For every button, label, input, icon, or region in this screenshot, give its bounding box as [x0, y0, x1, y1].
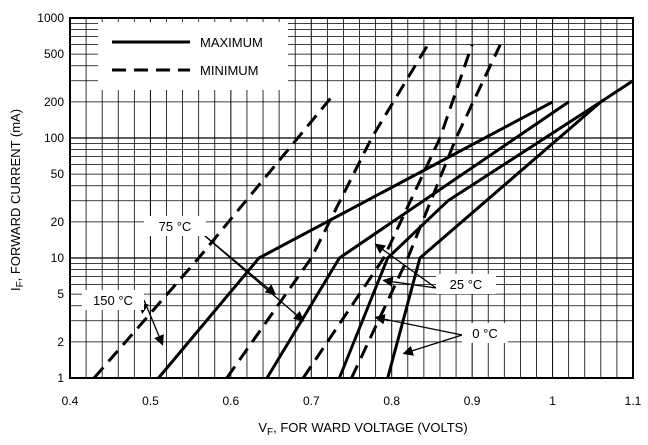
annotation-label: 0 °C: [472, 326, 497, 341]
annotation-label-bg: [144, 216, 206, 236]
series-line-maximum: [265, 100, 570, 379]
y-tick-label: 1000: [37, 11, 64, 25]
x-axis-title-main: V: [258, 420, 267, 435]
series-line-maximum: [157, 100, 554, 379]
annotation-arrow: [204, 235, 305, 322]
annotation-label-bg: [436, 274, 496, 294]
annotation-arrow: [382, 276, 437, 289]
y-tick-label: 100: [44, 131, 64, 145]
x-tick-label: 0.5: [142, 394, 159, 408]
y-tick-label: 500: [44, 47, 64, 61]
y-tick-label: 2: [57, 335, 64, 349]
legend-label-minimum: MINIMUM: [200, 63, 259, 78]
x-tick-label: 1: [549, 394, 556, 408]
annotation-label: 75 °C: [159, 219, 192, 234]
x-tick-label: 1.1: [625, 394, 642, 408]
y-tick-label: 10: [51, 251, 65, 265]
plot-frame: [69, 17, 634, 379]
annotation-arrow: [374, 243, 437, 289]
annotation-label: 25 °C: [450, 277, 483, 292]
legend-box: [98, 22, 288, 90]
annotation-arrow: [374, 314, 463, 336]
y-tick-label: 5: [57, 287, 64, 301]
y-tick-label: 200: [44, 95, 64, 109]
temperature-annotations: 75 °C 150 °C 25 °C 0 °C: [82, 216, 508, 356]
y-tick-label: 50: [51, 167, 65, 181]
x-tick-label: 0.7: [303, 394, 320, 408]
series-line-maximum: [338, 79, 634, 379]
y-axis-title-rest: , FORWARD CURRENT (mA): [8, 109, 23, 281]
y-axis-title-sub: F: [15, 281, 26, 287]
annotation-arrow: [402, 334, 463, 356]
chart-frame: [69, 17, 634, 379]
annotation-label-bg: [462, 323, 508, 343]
y-tick-label: 20: [51, 215, 65, 229]
series-line-maximum: [386, 100, 602, 379]
x-tick-label: 0.6: [223, 394, 240, 408]
legend-label-maximum: MAXIMUM: [200, 35, 263, 50]
x-tick-label: 0.8: [383, 394, 400, 408]
y-tick-label: 1: [57, 371, 64, 385]
x-tick-label: 0.9: [464, 394, 481, 408]
chart-legend: MAXIMUM MINIMUM: [98, 22, 288, 90]
annotation-label-bg: [82, 290, 144, 310]
chart-tick-labels: 0.4 0.5 0.6 0.7 0.8 0.9 1 1.1 1 2 5 10 20 50 100 200 500…: [37, 11, 641, 408]
annotation-label: 150 °C: [93, 293, 133, 308]
x-axis-title-sub: F: [267, 427, 273, 438]
x-axis-title-rest: , FOR WARD VOLTAGE (VOLTS): [273, 420, 468, 435]
annotation-arrow: [143, 299, 164, 346]
series-line-minimum: [92, 91, 337, 379]
series-line-minimum: [301, 44, 474, 379]
y-axis-title: IF, FORWARD CURRENT (mA): [8, 109, 26, 291]
series-line-minimum: [225, 43, 430, 379]
x-tick-label: 0.4: [62, 394, 79, 408]
x-axis-title: VF, FOR WARD VOLTAGE (VOLTS): [258, 420, 467, 438]
y-axis-title-main: I: [8, 287, 23, 291]
